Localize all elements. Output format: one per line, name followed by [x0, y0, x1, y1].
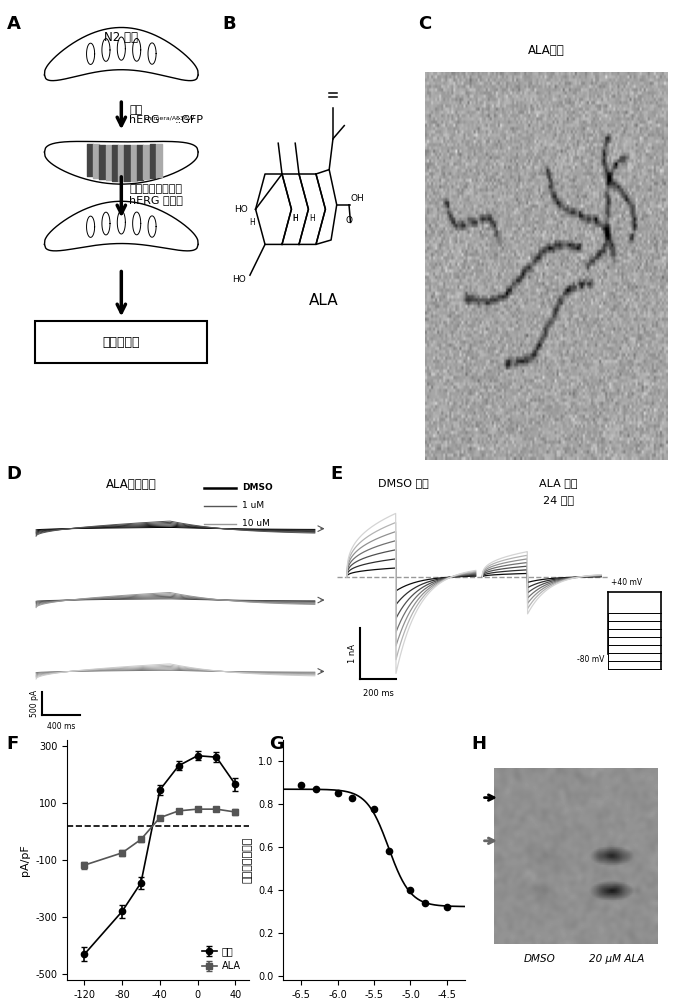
Text: OH: OH — [351, 194, 365, 203]
Text: 小分子筛选，寻找: 小分子筛选，寻找 — [129, 184, 183, 194]
Text: H: H — [293, 214, 298, 223]
Text: hERG 抑制剂: hERG 抑制剂 — [129, 195, 183, 205]
Text: C: C — [418, 15, 431, 33]
Text: ::GFP: ::GFP — [175, 115, 204, 125]
Text: 10 uM: 10 uM — [242, 519, 270, 528]
Text: HO: HO — [233, 275, 246, 284]
Text: O: O — [346, 216, 353, 225]
Text: 24 小时: 24 小时 — [543, 495, 574, 506]
Text: H: H — [309, 214, 315, 223]
Text: HO: HO — [235, 205, 248, 214]
Text: D: D — [7, 465, 22, 483]
Text: DMSO: DMSO — [524, 954, 556, 964]
Y-axis label: pA/pF: pA/pF — [20, 844, 30, 876]
Text: N2 线虫: N2 线虫 — [104, 31, 138, 44]
Legend: 载体, ALA: 载体, ALA — [198, 942, 245, 975]
Text: -80 mV: -80 mV — [577, 655, 605, 664]
Text: ALA处理: ALA处理 — [528, 44, 564, 57]
Text: +40 mV: +40 mV — [611, 578, 642, 587]
Text: E: E — [330, 465, 342, 483]
Text: DMSO: DMSO — [242, 483, 273, 492]
Text: H: H — [472, 735, 487, 753]
Text: B: B — [222, 15, 236, 33]
Text: chimera/A536W: chimera/A536W — [144, 116, 195, 121]
Text: DMSO 对照: DMSO 对照 — [377, 478, 429, 488]
Text: 1 nA: 1 nA — [348, 644, 357, 663]
Text: 表达: 表达 — [129, 105, 143, 115]
Text: 500 pA: 500 pA — [30, 690, 39, 717]
Text: hERG: hERG — [129, 115, 160, 125]
Text: H: H — [249, 218, 255, 227]
FancyBboxPatch shape — [35, 321, 207, 363]
Text: G: G — [270, 735, 284, 753]
Text: ALA: ALA — [309, 293, 338, 308]
Text: ALA瞬时处理: ALA瞬时处理 — [106, 478, 156, 491]
Text: ALA 处理: ALA 处理 — [539, 478, 578, 488]
Y-axis label: 归一化电流密度: 归一化电流密度 — [243, 837, 253, 883]
Text: 膜片钳核实: 膜片钳核实 — [102, 336, 140, 349]
Text: 400 ms: 400 ms — [47, 722, 75, 731]
Text: H: H — [292, 214, 298, 223]
Text: 20 μM ALA: 20 μM ALA — [588, 954, 644, 964]
Text: 200 ms: 200 ms — [363, 689, 394, 698]
Text: F: F — [7, 735, 19, 753]
Text: A: A — [7, 15, 21, 33]
Text: 1 uM: 1 uM — [242, 501, 264, 510]
